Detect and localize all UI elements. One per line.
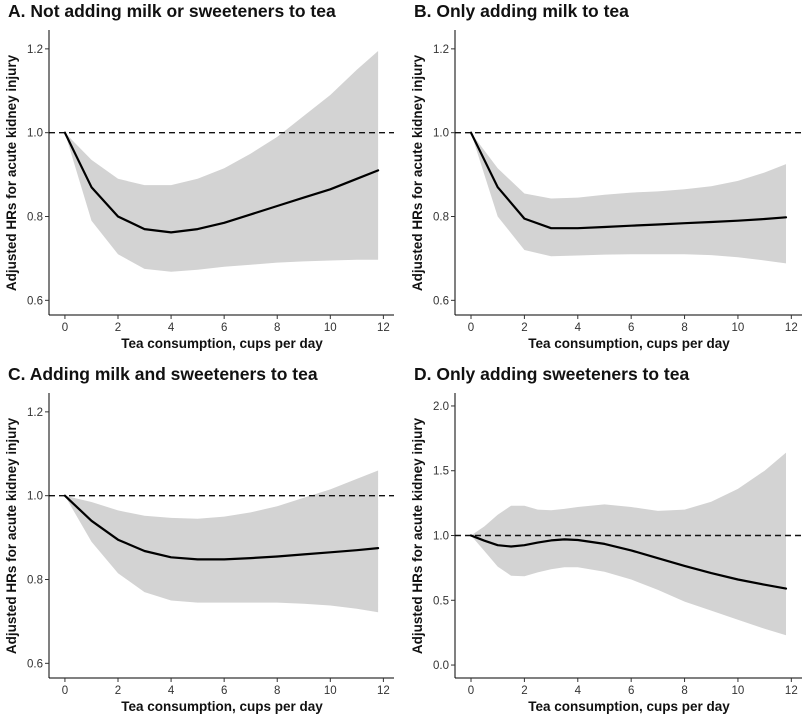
- x-tick-label: 0: [62, 322, 68, 334]
- x-tick-label: 8: [681, 322, 687, 334]
- y-tick-label: 1.0: [433, 531, 449, 543]
- panel-c: C. Adding milk and sweeteners to tea 0.6 0…: [4, 364, 394, 714]
- panel-b: B. Only adding milk to tea 0.6 0.8 1.0 1.2 0 2…: [410, 1, 802, 351]
- x-tick-label: 10: [732, 685, 745, 697]
- y-tick-label: 0.6: [27, 295, 43, 307]
- y-axis-label: Adjusted HRs for acute kidney injury: [410, 54, 425, 291]
- y-tick-label: 0.6: [433, 295, 449, 307]
- y-tick-label: 1.5: [433, 466, 449, 478]
- y-tick-label: 0.8: [27, 212, 43, 224]
- x-tick-label: 6: [221, 322, 227, 334]
- hr-curve: [63, 131, 380, 234]
- panel-a: A. Not adding milk or sweeteners to tea 0…: [4, 1, 394, 351]
- hr-curve: [63, 494, 380, 561]
- x-axis-label: Tea consumption, cups per day: [528, 699, 730, 714]
- y-axis-label: Adjusted HRs for acute kidney injury: [410, 417, 425, 654]
- y-tick-label: 0.8: [27, 575, 43, 587]
- x-tick-label: 12: [785, 685, 798, 697]
- x-tick-label: 8: [274, 685, 280, 697]
- x-tick-label: 6: [628, 685, 634, 697]
- panel-title: D. Only adding sweeteners to tea: [414, 364, 689, 384]
- x-tick-label: 8: [681, 685, 687, 697]
- y-axis-label: Adjusted HRs for acute kidney injury: [4, 417, 19, 654]
- y-tick-label: 1.2: [27, 407, 43, 419]
- x-tick-label: 4: [168, 322, 175, 334]
- panel-title: B. Only adding milk to tea: [414, 1, 629, 21]
- x-tick-label: 4: [168, 685, 175, 697]
- y-tick-label: 0.6: [27, 658, 43, 670]
- x-tick-label: 0: [468, 685, 474, 697]
- hr-curve: [469, 131, 788, 230]
- x-tick-label: 10: [324, 685, 337, 697]
- confidence-band: [64, 470, 379, 613]
- confidence-band: [471, 132, 786, 264]
- x-tick-label: 4: [575, 685, 582, 697]
- panel-d: D. Only adding sweeteners to tea 0.0 0.5 1.…: [410, 364, 802, 714]
- x-tick-label: 2: [115, 685, 121, 697]
- x-tick-label: 10: [732, 322, 745, 334]
- x-tick-label: 12: [377, 685, 390, 697]
- y-tick-label: 1.2: [27, 44, 43, 56]
- x-tick-label: 8: [274, 322, 280, 334]
- y-tick-label: 1.0: [27, 491, 43, 503]
- hr-curve: [469, 534, 788, 590]
- x-tick-label: 6: [628, 322, 634, 334]
- confidence-band: [471, 452, 786, 636]
- x-tick-label: 0: [468, 322, 474, 334]
- y-tick-label: 1.0: [433, 128, 449, 140]
- confidence-band: [64, 51, 379, 272]
- y-tick-label: 2.0: [433, 401, 449, 413]
- x-tick-label: 2: [521, 322, 527, 334]
- x-tick-label: 2: [521, 685, 527, 697]
- y-tick-label: 0.8: [433, 212, 449, 224]
- x-axis-label: Tea consumption, cups per day: [528, 336, 730, 351]
- x-tick-label: 0: [62, 685, 68, 697]
- panel-title: C. Adding milk and sweeteners to tea: [8, 364, 318, 384]
- y-tick-label: 1.2: [433, 44, 449, 56]
- y-tick-label: 1.0: [27, 128, 43, 140]
- panel-title: A. Not adding milk or sweeteners to tea: [8, 1, 336, 21]
- y-tick-label: 0.0: [433, 660, 449, 672]
- x-tick-label: 12: [377, 322, 390, 334]
- x-tick-label: 12: [785, 322, 798, 334]
- x-tick-label: 10: [324, 322, 337, 334]
- y-axis-label: Adjusted HRs for acute kidney injury: [4, 54, 19, 291]
- x-tick-label: 2: [115, 322, 121, 334]
- y-tick-label: 0.5: [433, 595, 449, 607]
- x-tick-label: 6: [221, 685, 227, 697]
- x-tick-label: 4: [575, 322, 582, 334]
- x-axis-label: Tea consumption, cups per day: [121, 336, 323, 351]
- x-axis-label: Tea consumption, cups per day: [121, 699, 323, 714]
